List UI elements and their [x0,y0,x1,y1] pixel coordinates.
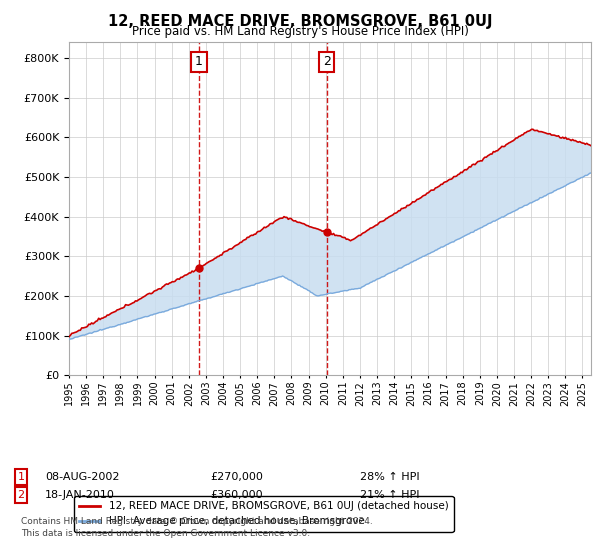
Legend: 12, REED MACE DRIVE, BROMSGROVE, B61 0UJ (detached house), HPI: Average price, d: 12, REED MACE DRIVE, BROMSGROVE, B61 0UJ… [74,496,454,531]
Text: Price paid vs. HM Land Registry's House Price Index (HPI): Price paid vs. HM Land Registry's House … [131,25,469,38]
Text: 08-AUG-2002: 08-AUG-2002 [45,472,119,482]
Text: 28% ↑ HPI: 28% ↑ HPI [360,472,419,482]
Text: 12, REED MACE DRIVE, BROMSGROVE, B61 0UJ: 12, REED MACE DRIVE, BROMSGROVE, B61 0UJ [108,14,492,29]
Text: 1: 1 [195,55,203,68]
Text: £270,000: £270,000 [210,472,263,482]
Text: 1: 1 [17,472,25,482]
Text: 2: 2 [17,490,25,500]
Text: Contains HM Land Registry data © Crown copyright and database right 2024.: Contains HM Land Registry data © Crown c… [21,517,373,526]
Text: 21% ↑ HPI: 21% ↑ HPI [360,490,419,500]
Text: 2: 2 [323,55,331,68]
Text: This data is licensed under the Open Government Licence v3.0.: This data is licensed under the Open Gov… [21,529,310,538]
Text: 18-JAN-2010: 18-JAN-2010 [45,490,115,500]
Text: £360,000: £360,000 [210,490,263,500]
